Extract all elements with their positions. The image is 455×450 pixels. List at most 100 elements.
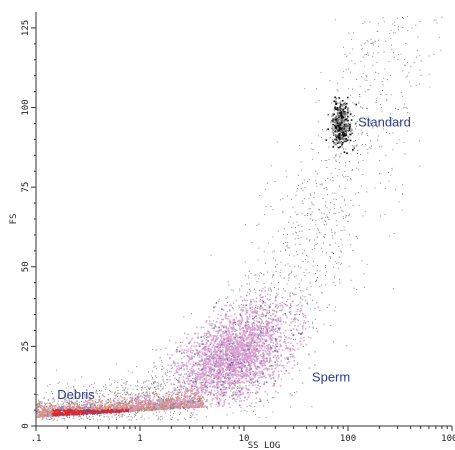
event-point bbox=[254, 352, 256, 354]
event-point bbox=[357, 237, 359, 239]
event-point bbox=[249, 366, 251, 368]
event-point bbox=[203, 369, 206, 372]
event-point bbox=[239, 353, 242, 356]
event-point bbox=[127, 392, 129, 394]
event-point bbox=[313, 245, 315, 247]
event-point bbox=[142, 382, 144, 384]
event-point bbox=[252, 347, 254, 349]
event-point bbox=[298, 314, 300, 315]
event-point bbox=[109, 384, 111, 386]
event-point bbox=[214, 357, 217, 360]
event-point bbox=[231, 363, 234, 366]
event-point bbox=[330, 257, 331, 259]
event-point bbox=[145, 401, 147, 403]
event-point bbox=[176, 378, 177, 380]
event-point bbox=[208, 355, 211, 358]
event-point bbox=[308, 354, 310, 356]
event-point bbox=[214, 353, 217, 355]
event-point bbox=[237, 382, 239, 384]
event-point bbox=[77, 409, 80, 411]
event-point bbox=[259, 275, 260, 277]
event-point bbox=[159, 416, 161, 418]
event-point bbox=[143, 395, 145, 397]
event-point bbox=[215, 350, 217, 353]
event-point bbox=[231, 323, 233, 326]
event-point bbox=[279, 326, 281, 329]
event-point bbox=[242, 381, 244, 383]
event-point bbox=[208, 323, 210, 325]
event-point bbox=[232, 412, 234, 414]
event-point bbox=[188, 398, 190, 400]
event-point bbox=[217, 349, 219, 352]
event-point bbox=[203, 334, 206, 337]
event-point bbox=[266, 393, 268, 395]
event-point bbox=[233, 342, 235, 345]
event-point bbox=[66, 397, 68, 398]
event-point bbox=[256, 365, 259, 368]
event-point bbox=[252, 392, 253, 394]
event-point bbox=[51, 418, 53, 420]
event-point bbox=[179, 386, 181, 388]
event-point bbox=[366, 107, 368, 109]
event-point bbox=[361, 76, 363, 78]
event-point bbox=[251, 380, 254, 382]
event-point bbox=[207, 358, 210, 360]
event-point bbox=[273, 333, 276, 335]
event-point bbox=[267, 335, 269, 337]
event-point bbox=[248, 394, 251, 397]
event-point bbox=[119, 392, 121, 394]
event-point bbox=[349, 110, 351, 112]
event-point bbox=[313, 204, 315, 206]
event-point bbox=[395, 189, 396, 191]
event-point bbox=[326, 223, 328, 225]
event-point bbox=[317, 121, 319, 123]
event-point bbox=[302, 290, 304, 292]
event-point bbox=[289, 296, 291, 297]
event-point bbox=[388, 172, 389, 173]
event-point bbox=[222, 361, 224, 364]
event-point bbox=[181, 381, 184, 384]
event-point bbox=[241, 322, 242, 324]
event-point bbox=[245, 333, 247, 335]
event-point bbox=[212, 337, 215, 339]
event-point bbox=[70, 397, 72, 399]
event-point bbox=[241, 334, 243, 337]
event-point bbox=[113, 392, 115, 394]
event-point bbox=[265, 334, 267, 336]
event-point bbox=[255, 347, 257, 349]
event-point bbox=[232, 307, 233, 309]
event-point bbox=[210, 363, 212, 366]
event-point bbox=[188, 356, 191, 359]
event-point bbox=[117, 392, 119, 394]
event-point bbox=[190, 412, 192, 414]
event-point bbox=[191, 313, 192, 315]
event-point bbox=[194, 385, 196, 387]
event-point bbox=[389, 133, 391, 135]
event-point bbox=[223, 392, 225, 394]
event-point bbox=[210, 353, 212, 355]
event-point bbox=[178, 394, 180, 396]
event-point bbox=[283, 302, 285, 305]
event-point bbox=[240, 362, 242, 365]
event-point bbox=[143, 403, 145, 406]
event-point bbox=[240, 377, 242, 380]
event-point bbox=[237, 336, 239, 339]
event-point bbox=[179, 374, 182, 376]
event-point bbox=[324, 221, 326, 223]
event-point bbox=[251, 329, 254, 331]
event-point bbox=[232, 336, 235, 338]
event-point bbox=[103, 416, 105, 418]
event-point bbox=[99, 419, 101, 421]
event-point bbox=[295, 195, 297, 196]
event-point bbox=[162, 398, 164, 400]
event-point bbox=[260, 362, 263, 364]
event-point bbox=[278, 375, 280, 378]
event-point bbox=[224, 359, 226, 361]
event-point bbox=[170, 397, 172, 399]
event-point bbox=[246, 330, 248, 332]
event-point bbox=[314, 307, 316, 309]
event-point bbox=[241, 364, 243, 367]
event-point bbox=[279, 345, 282, 347]
event-point bbox=[219, 377, 222, 380]
event-point bbox=[392, 132, 394, 134]
